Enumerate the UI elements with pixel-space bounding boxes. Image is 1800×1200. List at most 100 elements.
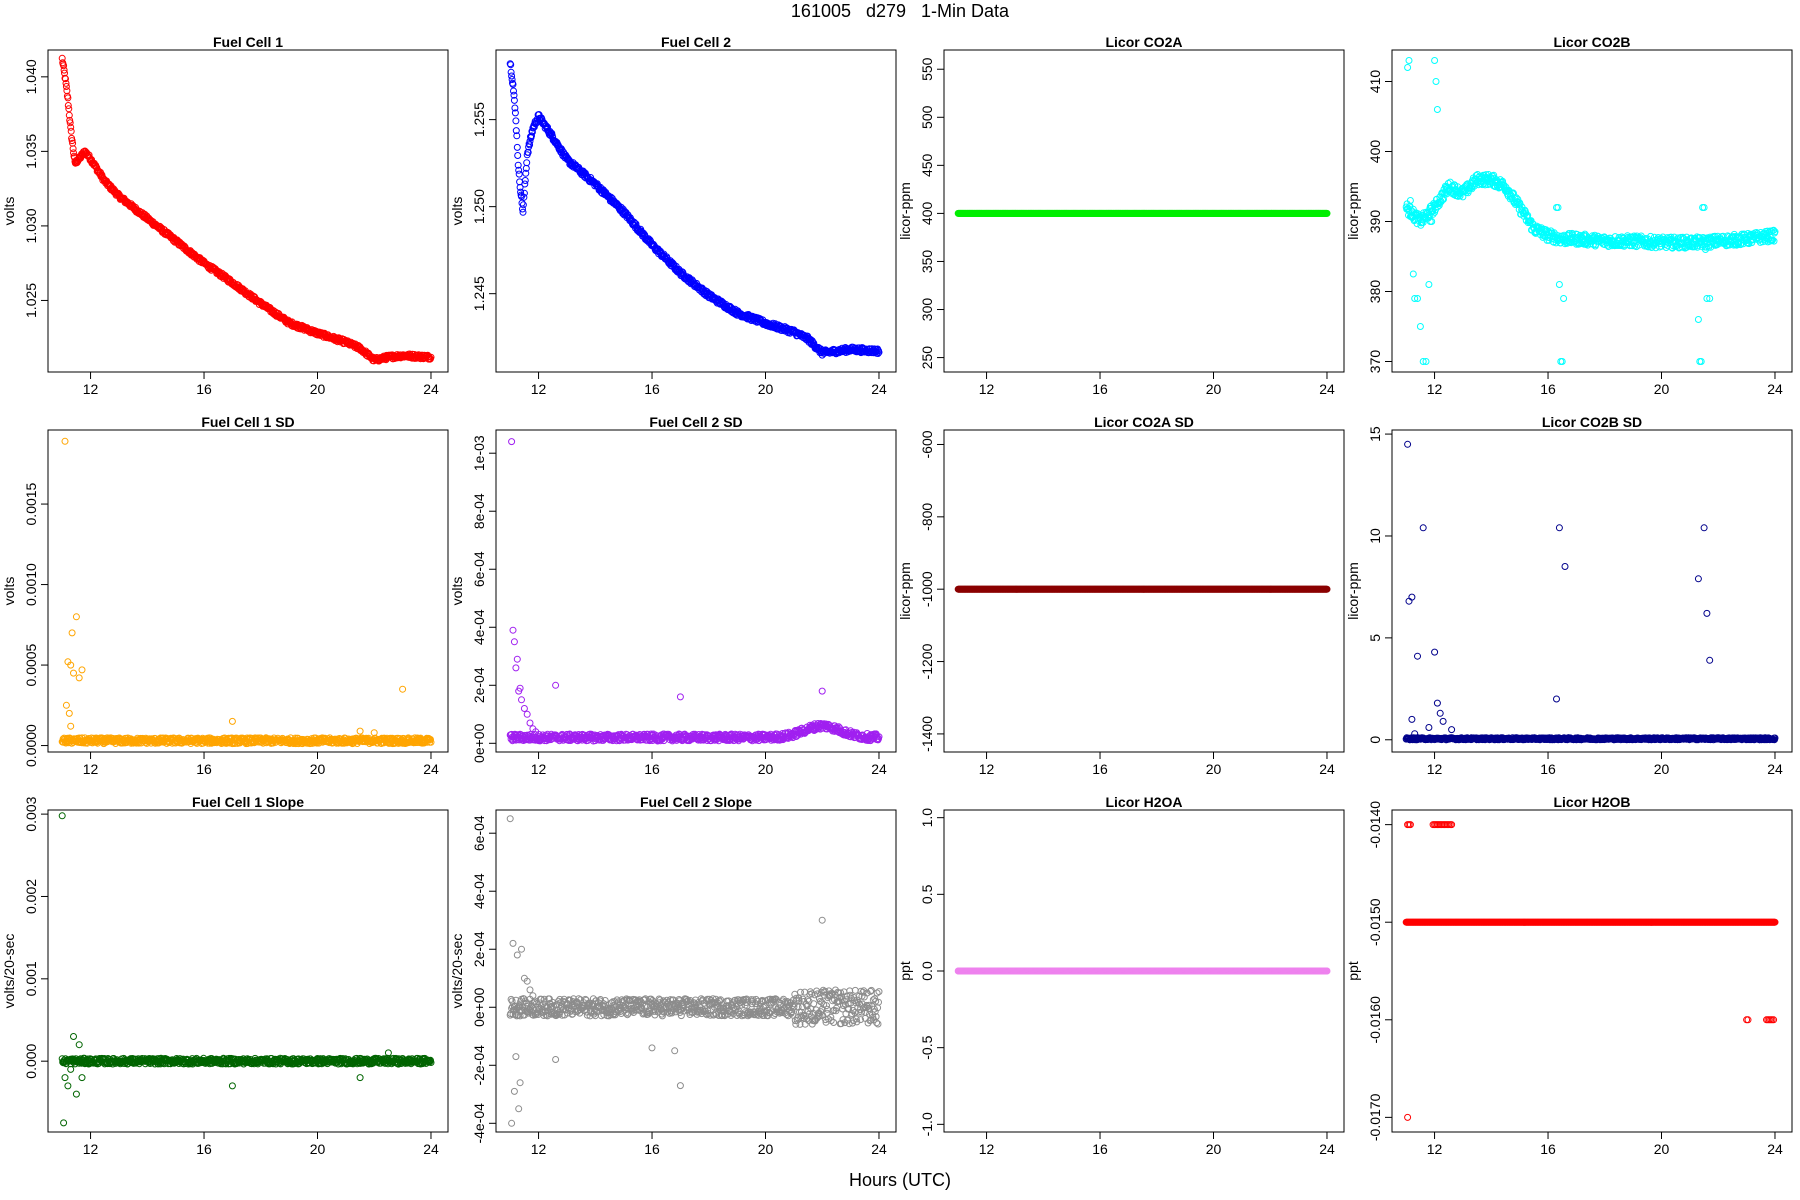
data-point bbox=[68, 137, 76, 145]
data-point bbox=[1425, 211, 1433, 218]
data-point bbox=[60, 66, 68, 74]
data-point bbox=[875, 348, 883, 356]
data-point bbox=[1683, 233, 1691, 241]
x-tick-label: 24 bbox=[423, 381, 439, 397]
data-point bbox=[521, 177, 529, 184]
y-tick-label: 300 bbox=[919, 298, 935, 322]
data-point bbox=[1706, 295, 1714, 302]
data-point bbox=[1499, 177, 1507, 185]
data-point bbox=[1706, 233, 1714, 241]
x-tick-label: 16 bbox=[644, 761, 660, 777]
y-axis-label: volts bbox=[1, 577, 17, 606]
data-point bbox=[520, 705, 528, 712]
data-point bbox=[62, 75, 69, 83]
data-point bbox=[62, 701, 70, 709]
data-point bbox=[427, 353, 435, 361]
panel-p0: Fuel Cell 112 16 20 241.0251.0301.0351.040v… bbox=[1, 34, 449, 397]
data-point bbox=[1425, 281, 1433, 288]
x-tick-label: 24 bbox=[871, 761, 887, 777]
data-point bbox=[110, 185, 118, 193]
data-point bbox=[75, 674, 83, 682]
data-point bbox=[676, 693, 684, 701]
x-tick-label: 12 bbox=[979, 381, 995, 397]
data-point bbox=[1431, 57, 1439, 64]
y-tick-label: 370 bbox=[1367, 350, 1383, 374]
data-point bbox=[1416, 323, 1424, 330]
data-point bbox=[370, 729, 378, 737]
y-tick-label: -800 bbox=[919, 503, 935, 531]
x-tick-label: 16 bbox=[1092, 761, 1108, 777]
data-point bbox=[818, 687, 826, 695]
data-point bbox=[69, 145, 77, 153]
y-tick-label: 1.245 bbox=[471, 276, 487, 311]
data-point bbox=[512, 664, 520, 672]
data-point bbox=[517, 188, 525, 196]
data-point bbox=[516, 183, 524, 191]
data-point bbox=[68, 629, 76, 637]
data-point bbox=[1434, 203, 1442, 211]
data-point bbox=[1409, 270, 1417, 278]
data-point bbox=[512, 117, 520, 125]
y-tick-label: 410 bbox=[1367, 70, 1383, 94]
data-point bbox=[67, 722, 75, 730]
data-point bbox=[1432, 78, 1440, 85]
y-tick-label: -600 bbox=[919, 430, 935, 458]
data-point bbox=[510, 638, 518, 646]
y-axis-label: volts bbox=[449, 577, 465, 606]
x-tick-label: 16 bbox=[1540, 381, 1556, 397]
y-tick-label: 0.0015 bbox=[23, 482, 39, 525]
y-tick-label: 2e-04 bbox=[471, 667, 487, 703]
points-layer bbox=[58, 54, 435, 365]
data-point bbox=[1414, 295, 1421, 302]
data-point bbox=[557, 145, 565, 153]
x-tick-label: 12 bbox=[531, 381, 547, 397]
data-point bbox=[1555, 281, 1563, 288]
panel-title: Fuel Cell 1 bbox=[213, 34, 283, 50]
data-point bbox=[72, 613, 80, 621]
data-point bbox=[1411, 295, 1419, 302]
points-layer bbox=[954, 209, 1331, 217]
data-point bbox=[523, 159, 531, 167]
panel-title: Fuel Cell 1 SD bbox=[201, 414, 294, 430]
data-point bbox=[64, 94, 72, 102]
data-point bbox=[513, 143, 521, 151]
y-tick-label: 400 bbox=[1367, 140, 1383, 164]
data-point bbox=[1554, 204, 1562, 211]
data-point bbox=[511, 109, 519, 117]
data-point bbox=[532, 728, 540, 736]
y-tick-label: 6e-04 bbox=[471, 551, 487, 587]
y-tick-label: 1.255 bbox=[471, 102, 487, 137]
data-point bbox=[1512, 194, 1520, 202]
y-tick-label: 1.035 bbox=[23, 134, 39, 169]
x-tick-label: 12 bbox=[83, 381, 99, 397]
data-point bbox=[528, 132, 535, 140]
y-tick-label: -1400 bbox=[919, 716, 935, 752]
y-tick-label: 8e-04 bbox=[471, 493, 487, 529]
x-tick-label: 24 bbox=[1767, 381, 1783, 397]
x-tick-label: 16 bbox=[196, 381, 212, 397]
data-point bbox=[521, 180, 529, 188]
data-point bbox=[526, 719, 534, 727]
data-point bbox=[1406, 197, 1414, 204]
y-tick-label: 250 bbox=[919, 346, 935, 370]
y-tick-label: 350 bbox=[919, 250, 935, 274]
y-tick-label: 400 bbox=[919, 202, 935, 226]
x-tick-label: 20 bbox=[1206, 761, 1222, 777]
plot-frame bbox=[1391, 49, 1793, 373]
data-point bbox=[228, 717, 236, 725]
x-tick-label: 24 bbox=[871, 381, 887, 397]
panel-title: Licor CO2A bbox=[1105, 34, 1182, 50]
data-point bbox=[67, 123, 75, 131]
points-layer bbox=[506, 438, 883, 745]
data-point bbox=[1437, 198, 1445, 206]
page-title: 161005 d279 1-Min Data bbox=[790, 1, 1010, 21]
y-tick-label: -1200 bbox=[919, 643, 935, 679]
data-point bbox=[514, 152, 522, 159]
data-point bbox=[60, 62, 68, 70]
x-tick-label: 12 bbox=[979, 761, 995, 777]
data-point bbox=[518, 199, 526, 207]
data-point bbox=[1574, 234, 1582, 242]
data-point bbox=[520, 189, 528, 197]
